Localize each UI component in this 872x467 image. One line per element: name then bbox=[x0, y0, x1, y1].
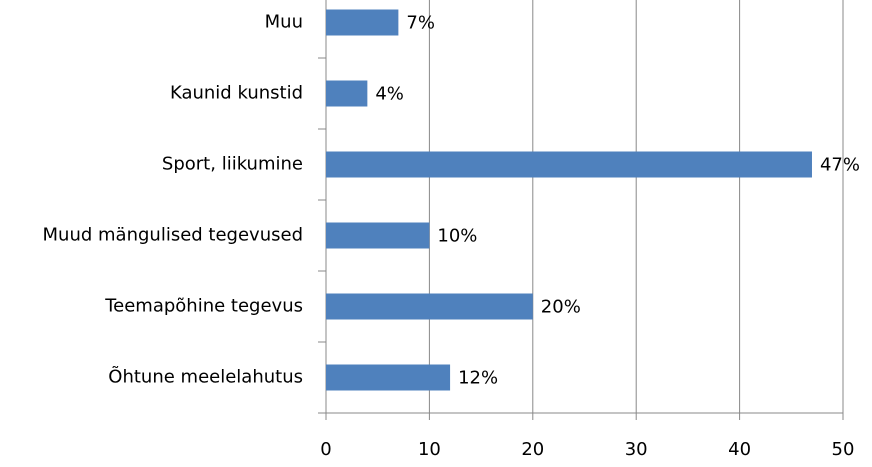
value-label: 7% bbox=[406, 13, 435, 34]
y-tick-label: Õhtune meelelahutus bbox=[108, 366, 303, 388]
x-tick-label: 20 bbox=[521, 439, 544, 460]
x-tick-label: 30 bbox=[625, 439, 648, 460]
bar bbox=[326, 151, 812, 178]
bar bbox=[326, 293, 533, 320]
bar bbox=[326, 222, 430, 249]
value-label: 12% bbox=[458, 368, 498, 389]
y-tick-label: Muud mängulised tegevused bbox=[43, 225, 303, 246]
value-label: 47% bbox=[820, 155, 860, 176]
x-tick-label: 0 bbox=[320, 439, 331, 460]
y-tick-label: Teemapõhine tegevus bbox=[104, 296, 303, 317]
value-label: 20% bbox=[541, 297, 581, 318]
bar bbox=[326, 80, 368, 107]
value-label: 10% bbox=[437, 226, 477, 247]
y-tick-label: Kaunid kunstid bbox=[170, 83, 303, 104]
x-tick-label: 10 bbox=[418, 439, 441, 460]
bar bbox=[326, 9, 399, 36]
y-tick-label: Sport, liikumine bbox=[162, 154, 303, 175]
x-tick-label: 40 bbox=[728, 439, 751, 460]
value-label: 4% bbox=[375, 84, 404, 105]
bar bbox=[326, 364, 451, 391]
y-tick-label: Muu bbox=[265, 12, 303, 33]
x-tick-label: 50 bbox=[832, 439, 855, 460]
